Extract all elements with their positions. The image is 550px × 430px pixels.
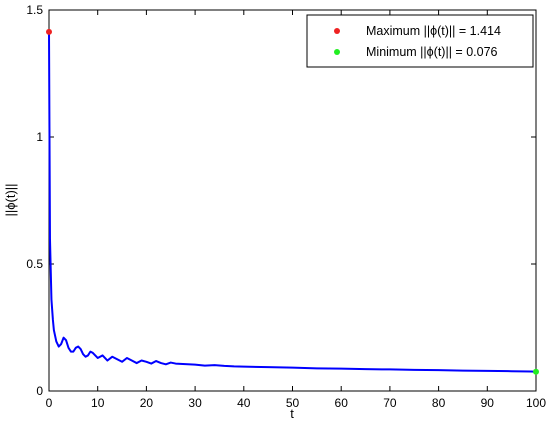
- x-tick-label: 100: [526, 396, 546, 410]
- plot-area: [48, 9, 537, 392]
- y-axis: 0 0.5 1 1.5: [26, 3, 536, 398]
- x-tick-label: 90: [481, 396, 495, 410]
- y-tick-label: 0.5: [26, 257, 43, 271]
- marker-layer: [46, 28, 539, 375]
- series-line: [48, 31, 537, 373]
- legend: Maximum ||ϕ(t)|| = 1.414 Minimum ||ϕ(t)|…: [306, 14, 534, 68]
- x-tick-label: 50: [286, 396, 300, 410]
- y-tick-label: 1.5: [26, 3, 43, 17]
- series-layer: [48, 31, 537, 373]
- legend-entry-min: Minimum ||ϕ(t)|| = 0.076: [366, 45, 498, 59]
- x-axis: 0 10 20 30 40 50 60 70 80 90 100: [46, 10, 546, 410]
- maximum-point: [46, 28, 52, 35]
- x-tick-label: 60: [335, 396, 349, 410]
- minimum-point: [533, 368, 539, 375]
- x-tick-label: 0: [46, 396, 53, 410]
- x-tick-label: 10: [91, 396, 105, 410]
- y-tick-label: 0: [36, 384, 43, 398]
- legend-marker-min: [334, 49, 340, 55]
- x-tick-label: 20: [140, 396, 154, 410]
- y-tick-label: 1: [36, 130, 43, 144]
- x-tick-label: 40: [237, 396, 251, 410]
- legend-entry-max: Maximum ||ϕ(t)|| = 1.414: [366, 24, 501, 38]
- legend-marker-max: [334, 28, 340, 34]
- y-axis-label: ||ϕ(t)||: [3, 183, 18, 216]
- x-tick-label: 70: [383, 396, 397, 410]
- x-tick-label: 80: [432, 396, 446, 410]
- legend-box: [306, 14, 534, 68]
- x-axis-label: t: [290, 406, 294, 421]
- x-tick-label: 30: [188, 396, 202, 410]
